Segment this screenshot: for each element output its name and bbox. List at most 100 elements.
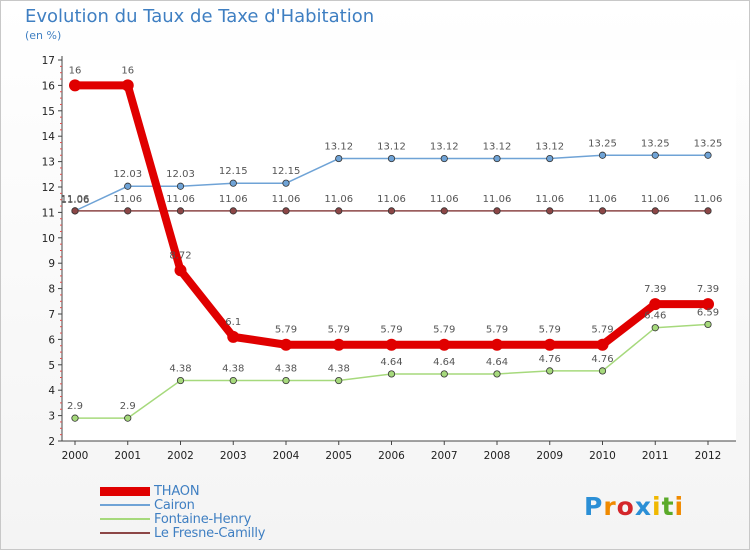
data-label-le-fresne-camilly: 11.06	[219, 194, 248, 205]
y-tick-label: 5	[48, 360, 55, 372]
data-label-le-fresne-camilly: 11.06	[588, 194, 617, 205]
proxiti-logo: Proxiti	[584, 492, 684, 521]
y-tick-label: 9	[48, 258, 55, 270]
data-label-cairon: 13.12	[483, 142, 512, 153]
data-label-fontaine-henry: 4.38	[328, 364, 350, 375]
x-tick-label: 2009	[536, 450, 563, 462]
data-label-thaon: 5.79	[433, 325, 455, 336]
point-le-fresne-camilly	[282, 207, 290, 215]
data-label-fontaine-henry: 4.76	[591, 354, 613, 365]
point-le-fresne-camilly	[598, 207, 607, 215]
data-label-thaon: 7.39	[644, 284, 666, 295]
point-le-fresne-camilly	[546, 207, 554, 215]
data-label-le-fresne-camilly: 11.06	[113, 194, 142, 205]
y-tick-label: 17	[42, 55, 55, 67]
data-label-thaon: 6.1	[225, 317, 241, 328]
point-fontaine-henry	[176, 376, 185, 385]
point-thaon	[385, 338, 398, 351]
x-tick-label: 2012	[695, 450, 722, 462]
logo-letter: t	[661, 492, 675, 521]
data-label-le-fresne-camilly: 11.06	[166, 194, 195, 205]
point-fontaine-henry	[229, 376, 237, 385]
y-tick-label: 2	[48, 436, 55, 448]
data-label-fontaine-henry: 4.76	[539, 354, 561, 365]
point-thaon	[491, 338, 503, 351]
point-fontaine-henry	[704, 320, 712, 329]
data-label-fontaine-henry: 6.59	[697, 307, 719, 318]
data-label-le-fresne-camilly: 11.06	[324, 194, 353, 205]
y-tick-label: 16	[42, 80, 56, 92]
x-tick-label: 2010	[589, 450, 616, 462]
data-label-fontaine-henry: 4.64	[380, 357, 402, 368]
point-cairon	[335, 154, 343, 163]
y-tick-label: 10	[42, 233, 55, 245]
legend-label-le-fresne-camilly: Le Fresne-Camilly	[154, 526, 266, 541]
data-label-le-fresne-camilly: 11.06	[483, 194, 512, 205]
x-tick-label: 2001	[114, 450, 141, 462]
point-fontaine-henry	[335, 376, 343, 385]
data-label-thaon: 5.79	[591, 325, 613, 336]
legend-label-fontaine-henry: Fontaine-Henry	[154, 512, 252, 527]
point-le-fresne-camilly	[387, 207, 396, 215]
legend-swatch-le-fresne-camilly	[100, 532, 150, 534]
point-fontaine-henry	[124, 414, 132, 422]
point-cairon	[704, 151, 712, 159]
y-tick-label: 3	[48, 411, 55, 423]
point-le-fresne-camilly	[124, 207, 132, 215]
logo-letter: r	[603, 492, 617, 521]
point-thaon	[543, 338, 556, 351]
point-fontaine-henry	[493, 370, 501, 378]
point-fontaine-henry	[71, 414, 79, 422]
point-thaon	[649, 298, 662, 311]
point-thaon	[702, 298, 714, 311]
logo-letter: i	[652, 492, 662, 521]
legend-swatch-thaon	[100, 487, 150, 496]
y-tick-label: 4	[48, 385, 55, 397]
data-label-le-fresne-camilly: 11.06	[272, 194, 301, 205]
legend-swatch-cairon	[100, 504, 150, 506]
data-label-cairon: 11.06	[61, 194, 90, 205]
data-label-thaon: 5.79	[328, 325, 350, 336]
y-tick-label: 6	[48, 334, 55, 346]
point-fontaine-henry	[546, 367, 554, 375]
point-cairon	[493, 154, 501, 163]
data-label-cairon: 12.03	[113, 169, 142, 180]
x-tick-label: 2011	[642, 450, 669, 462]
data-label-thaon: 5.79	[380, 325, 402, 336]
point-le-fresne-camilly	[440, 207, 448, 215]
point-le-fresne-camilly	[176, 207, 185, 215]
point-cairon	[546, 154, 554, 163]
point-thaon	[174, 264, 187, 277]
y-tick-label: 8	[48, 284, 55, 296]
data-label-cairon: 12.15	[272, 166, 301, 177]
data-label-thaon: 8.72	[169, 250, 191, 261]
y-tick-label: 14	[42, 131, 56, 143]
point-cairon	[124, 182, 132, 190]
data-label-le-fresne-camilly: 11.06	[61, 195, 90, 206]
data-label-cairon: 13.25	[588, 138, 617, 149]
data-label-thaon: 5.79	[275, 325, 297, 336]
logo-letter: x	[634, 492, 652, 521]
chart-unit-label: (en %)	[25, 29, 62, 42]
data-label-fontaine-henry: 6.46	[644, 311, 666, 322]
point-fontaine-henry	[651, 324, 659, 332]
point-cairon	[282, 179, 290, 187]
data-label-cairon: 13.12	[430, 142, 459, 153]
x-tick-label: 2007	[431, 450, 458, 462]
data-label-thaon: 7.39	[697, 284, 719, 295]
point-fontaine-henry	[282, 376, 290, 385]
logo-letter: P	[584, 492, 604, 521]
data-label-thaon: 16	[69, 65, 82, 76]
point-cairon	[387, 154, 396, 163]
y-tick-label: 15	[42, 106, 55, 118]
y-tick-label: 7	[48, 309, 55, 321]
x-tick-label: 2004	[273, 450, 300, 462]
data-label-cairon: 13.25	[694, 138, 723, 149]
point-cairon	[176, 182, 185, 190]
data-label-thaon: 5.79	[486, 325, 508, 336]
point-thaon	[438, 338, 451, 351]
point-le-fresne-camilly	[335, 207, 343, 215]
x-tick-label: 2008	[484, 450, 511, 462]
point-thaon	[280, 338, 292, 351]
